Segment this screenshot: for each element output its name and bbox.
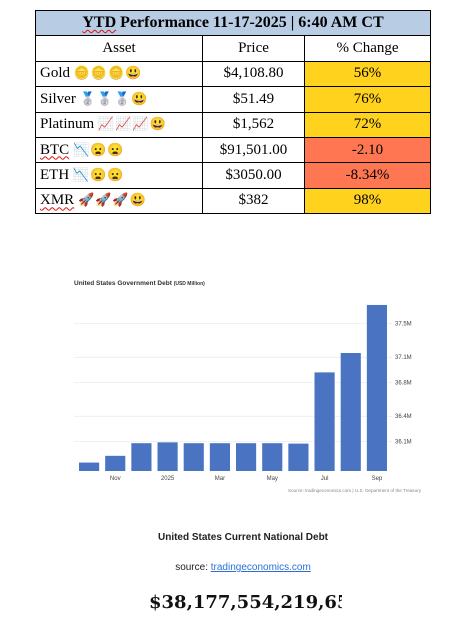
change-cell: 72% [304, 111, 431, 138]
government-debt-chart: United States Government Debt (USD Milli… [74, 280, 422, 493]
bar [236, 443, 257, 471]
table-row: Platinum 📈📈📈😃 $1,562 72% [35, 111, 431, 138]
asset-name: Platinum [40, 116, 95, 133]
title-ytd: YTD [82, 14, 117, 32]
x-tick-label: Jul [321, 476, 329, 482]
x-tick-label: May [267, 476, 278, 482]
table-row: XMR 🚀🚀🚀😃 $382 98% [35, 187, 431, 215]
bar [183, 443, 204, 471]
y-tick-label: 36.1M [395, 440, 412, 446]
asset-cell: Platinum 📈📈📈😃 [35, 111, 203, 138]
price-cell: $1,562 [202, 111, 305, 138]
performance-table: YTD Performance 11-17-2025 | 6:40 AM CT … [35, 9, 431, 215]
source-link[interactable]: tradingeconomics.com [210, 562, 311, 573]
change-cell: 76% [304, 86, 431, 113]
table-row: Silver 🥈🥈🥈😃 $51.49 76% [35, 86, 431, 113]
chart-title-unit: (USD Million) [174, 281, 205, 287]
price-cell: $4,108.80 [202, 60, 305, 88]
header-price: Price [202, 35, 305, 62]
bar [105, 455, 126, 471]
footer-title: United States Current National Debt [157, 532, 329, 543]
emoji-group: 🥈🥈🥈😃 [79, 90, 149, 106]
x-tick-label: Nov [110, 476, 121, 482]
table-title: YTD Performance 11-17-2025 | 6:40 AM CT [35, 9, 431, 37]
asset-name: Gold [40, 65, 70, 82]
table-row: ETH 📉😦😦 $3050.00 -8.34% [35, 162, 431, 189]
bar [288, 443, 309, 471]
y-tick-label: 37.1M [395, 355, 412, 361]
y-tick-label: 37.5M [395, 322, 412, 328]
source-prefix: source: [175, 562, 211, 573]
emoji-group: 🪙🪙🪙😃 [73, 65, 143, 81]
asset-name: BTC [40, 141, 70, 158]
price-cell: $382 [202, 187, 305, 215]
emoji-group: 🚀🚀🚀😃 [77, 192, 147, 208]
bar [366, 304, 387, 471]
emoji-group: 📉😦😦 [72, 141, 125, 157]
bar [314, 372, 335, 471]
x-tick-label: Sep [372, 476, 383, 482]
title-rest: Performance 11-17-2025 | 6:40 AM CT [116, 14, 384, 32]
national-debt-value: $38,177,554,219,65 [149, 592, 342, 613]
asset-name: Silver [40, 90, 76, 107]
change-cell: -2.10 [304, 136, 431, 164]
change-cell: 56% [304, 60, 431, 88]
x-tick-label: 2025 [161, 476, 175, 482]
bar [131, 443, 152, 471]
x-tick-label: Mar [215, 476, 225, 482]
price-cell: $91,501.00 [202, 136, 305, 164]
header-change: % Change [304, 35, 431, 62]
bar [340, 353, 361, 471]
bar [209, 443, 230, 471]
header-asset: Asset [35, 35, 203, 62]
bar [262, 443, 283, 471]
emoji-group: 📈📈📈😃 [97, 116, 167, 132]
chart-title: United States Government Debt (USD Milli… [74, 280, 205, 287]
asset-name: XMR [40, 192, 75, 209]
emoji-group: 📉😦😦 [72, 167, 125, 183]
asset-cell: Gold 🪙🪙🪙😃 [35, 60, 203, 88]
change-cell: 98% [304, 187, 431, 215]
table-row: Gold 🪙🪙🪙😃 $4,108.80 56% [35, 60, 431, 88]
asset-cell: ETH 📉😦😦 [35, 162, 203, 189]
chart-source: Source: tradingeconomics.com | U.S. Depa… [288, 488, 422, 493]
y-tick-label: 36.8M [395, 381, 412, 387]
asset-cell: XMR 🚀🚀🚀😃 [35, 187, 203, 215]
table-row: BTC 📉😦😦 $91,501.00 -2.10 [35, 136, 431, 164]
asset-cell: BTC 📉😦😦 [35, 136, 203, 164]
asset-name: ETH [40, 167, 70, 184]
price-cell: $51.49 [202, 86, 305, 113]
asset-cell: Silver 🥈🥈🥈😃 [35, 86, 203, 113]
bar [157, 442, 178, 471]
y-tick-label: 36.4M [395, 414, 412, 420]
bar [79, 462, 100, 471]
price-cell: $3050.00 [202, 162, 305, 189]
change-cell: -8.34% [304, 162, 431, 189]
footer-source: source: tradingeconomics.com [0, 562, 471, 573]
